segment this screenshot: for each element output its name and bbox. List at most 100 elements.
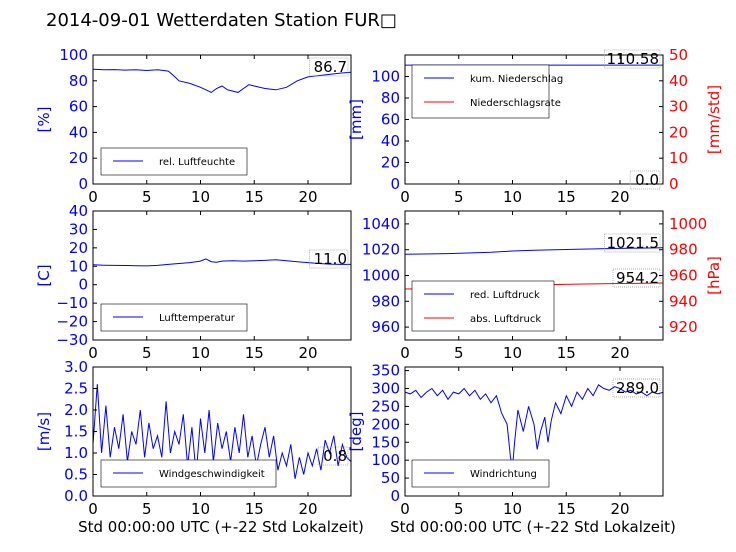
legend-entry: Windrichtung: [470, 469, 537, 480]
last-value-label-right-box: [612, 268, 661, 288]
panel-4: 0 5 10 15 20 960 980 1000 1020 1040 920 940 960 980 10…: [362, 210, 723, 362]
x-tick-label: 20: [610, 188, 629, 206]
panel-5: 0 5 10 15 20 0.0 0.5 1.0 1.5 2.0 2.5 3.0 [m/s] Windge…: [35, 358, 352, 518]
y-tick-label: 50: [381, 469, 400, 487]
panel-3: 0 5 10 15 20−30−20−10010203040[C]Lufttempera…: [35, 202, 352, 362]
plot-frame: [404, 366, 664, 497]
x-tick-label: 5: [454, 500, 464, 518]
y-tick-label: 3.0: [64, 358, 88, 376]
last-value-label-text: 11.0: [314, 250, 347, 268]
y-axis-label: [m/s]: [35, 412, 53, 451]
y-tick-label: 80: [381, 89, 400, 107]
x-tick-label: 10: [503, 188, 522, 206]
x-tick-label: 5: [142, 500, 152, 518]
plot-frame: [92, 54, 352, 185]
x-tick-label: 0: [88, 500, 98, 518]
legend: red. Luftdruck abs. Luftdruck: [411, 280, 555, 332]
plot-frame: [92, 210, 352, 341]
x-tick-label: 5: [142, 344, 152, 362]
y-tick-label: 1020: [362, 241, 400, 259]
x-tick-label: 0: [400, 188, 410, 206]
y-tick-label: 1040: [362, 215, 400, 233]
y-tick-label-right: 10: [669, 149, 688, 167]
x-tick-label: 20: [298, 344, 317, 362]
y-tick-label: 10: [69, 257, 88, 275]
x-tick-label: 5: [454, 344, 464, 362]
last-value-label-box: [604, 49, 661, 69]
y-tick-label: 1.0: [64, 444, 88, 462]
y-tick-label: 30: [69, 220, 88, 238]
y-tick-label: 60: [69, 98, 88, 116]
y-tick-label: 1000: [362, 267, 400, 285]
y-tick-label: 100: [371, 451, 400, 469]
x-tick-label: 0: [400, 500, 410, 518]
y-tick-label-right: 980: [669, 241, 698, 259]
x-tick-label: 15: [557, 500, 576, 518]
legend-box: [411, 64, 550, 119]
y-tick-label: 20: [381, 154, 400, 172]
y-tick-label-right: 40: [669, 72, 688, 90]
y-axis-label-right: [hPa]: [705, 256, 723, 295]
x-axis-label-left: Std 00:00:00 UTC (+-22 Std Lokalzeit): [78, 518, 364, 536]
x-tick-label: 10: [191, 344, 210, 362]
x-tick-label: 15: [245, 500, 264, 518]
legend: Windrichtung: [411, 459, 550, 488]
x-tick-label: 5: [454, 188, 464, 206]
figure-title: 2014-09-01 Wetterdaten Station FUR□: [46, 10, 397, 31]
last-value-label-text: 86.7: [314, 58, 347, 76]
y-tick-label: 1.5: [64, 423, 88, 441]
last-value-label-right-box: [629, 170, 661, 190]
series-line-1: [92, 258, 351, 267]
y-tick-label-right: 920: [669, 318, 698, 336]
x-tick-label: 20: [298, 188, 317, 206]
x-tick-label: 20: [610, 344, 629, 362]
y-tick-label-right: 0: [669, 175, 679, 193]
last-value-label: 110.58: [604, 49, 661, 69]
last-value-label-text: 0.8: [323, 447, 347, 465]
legend-entry: Lufttemperatur: [159, 313, 236, 324]
x-tick-label: 15: [245, 344, 264, 362]
x-axis-label-right: Std 00:00:00 UTC (+-22 Std Lokalzeit): [390, 518, 676, 536]
legend: Lufttemperatur: [100, 303, 248, 332]
x-tick-label: 0: [88, 344, 98, 362]
y-tick-label: 0: [78, 175, 88, 193]
y-tick-label: 0.0: [64, 487, 88, 505]
last-value-label-right: 954.2: [612, 268, 661, 288]
y-axis-label-right: [mm/std]: [705, 85, 723, 154]
last-value-label-box: [317, 446, 349, 466]
y-tick-label-right: 940: [669, 292, 698, 310]
y-tick-label: −20: [56, 313, 88, 331]
y-tick-label: 60: [381, 111, 400, 129]
last-value-label-box: [612, 378, 661, 398]
legend-entry: Niederschlagsrate: [470, 98, 561, 109]
y-tick-label: 100: [371, 68, 400, 86]
series-line-1: [92, 384, 352, 479]
last-value-label-right: 0.0: [629, 170, 661, 190]
last-value-label: 11.0: [309, 249, 349, 269]
y-tick-label: 2.5: [64, 380, 88, 398]
legend: kum. Niederschlag Niederschlagsrate: [411, 64, 563, 119]
y-tick-label: 960: [371, 318, 400, 336]
panel-6: 0 5 10 15 20050100150200250300350[deg]Windri…: [347, 362, 664, 518]
y-tick-label: 0: [390, 175, 400, 193]
y-tick-label: 40: [381, 132, 400, 150]
y-tick-label: 40: [69, 202, 88, 220]
x-tick-label: 10: [191, 188, 210, 206]
y-tick-label-right: 30: [669, 98, 688, 116]
last-value-label-text: 1021.5: [607, 234, 660, 252]
y-tick-label: 250: [371, 397, 400, 415]
last-value-label: 1021.5: [604, 233, 661, 253]
last-value-label: 0.8: [317, 446, 349, 466]
series-line-1: [92, 68, 352, 93]
y-axis-label: [mm]: [347, 99, 365, 140]
series-line-1: [404, 247, 664, 255]
x-tick-label: 15: [557, 344, 576, 362]
y-tick-label: 0: [390, 487, 400, 505]
y-tick-label: 300: [371, 380, 400, 398]
last-value-label: 289.0: [612, 378, 661, 398]
y-tick-label: 0.5: [64, 466, 88, 484]
legend-entry: abs. Luftdruck: [470, 314, 541, 325]
x-tick-label: 10: [191, 500, 210, 518]
